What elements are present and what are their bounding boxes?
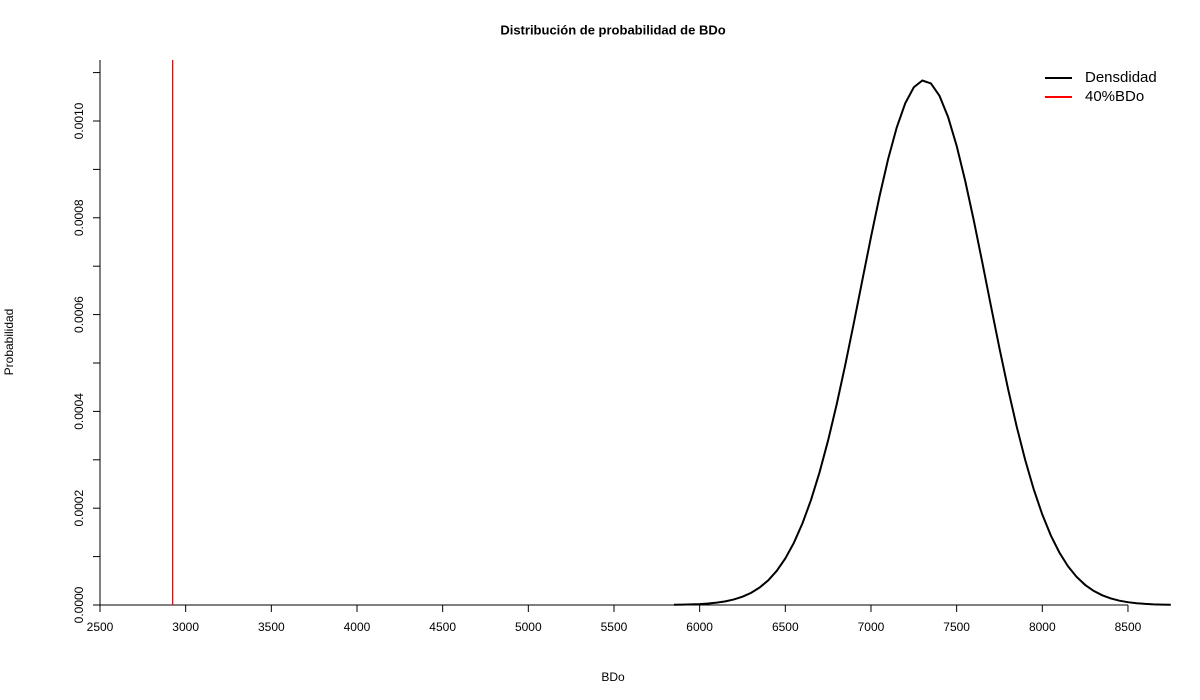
x-tick-label: 4500: [429, 620, 456, 634]
chart-title: Distribución de probabilidad de BDo: [500, 22, 725, 37]
x-tick-label: 5000: [515, 620, 542, 634]
x-tick-label: 3000: [172, 620, 199, 634]
y-axis-label: Probabilidad: [2, 309, 16, 376]
x-tick-label: 6500: [772, 620, 799, 634]
x-tick-label: 5500: [601, 620, 628, 634]
density-line: [673, 79, 1171, 606]
y-tick-label: 0.0006: [72, 296, 86, 333]
y-tick-label: 0.0002: [72, 490, 86, 527]
y-tick-label: 0.0008: [72, 199, 86, 236]
legend-label: Densdidad: [1085, 69, 1157, 86]
y-tick-label: 0.0000: [72, 586, 86, 623]
x-tick-label: 2500: [87, 620, 114, 634]
x-tick-label: 7000: [858, 620, 885, 634]
x-tick-label: 8500: [1115, 620, 1142, 634]
x-tick-label: 3500: [258, 620, 285, 634]
y-tick-label: 0.0010: [72, 102, 86, 139]
x-tick-label: 7500: [943, 620, 970, 634]
x-axis-label: BDo: [601, 670, 625, 684]
y-tick-label: 0.0004: [72, 393, 86, 430]
x-tick-label: 6000: [686, 620, 713, 634]
x-tick-label: 8000: [1029, 620, 1056, 634]
legend-label: 40%BDo: [1085, 88, 1144, 105]
x-tick-label: 4000: [344, 620, 371, 634]
